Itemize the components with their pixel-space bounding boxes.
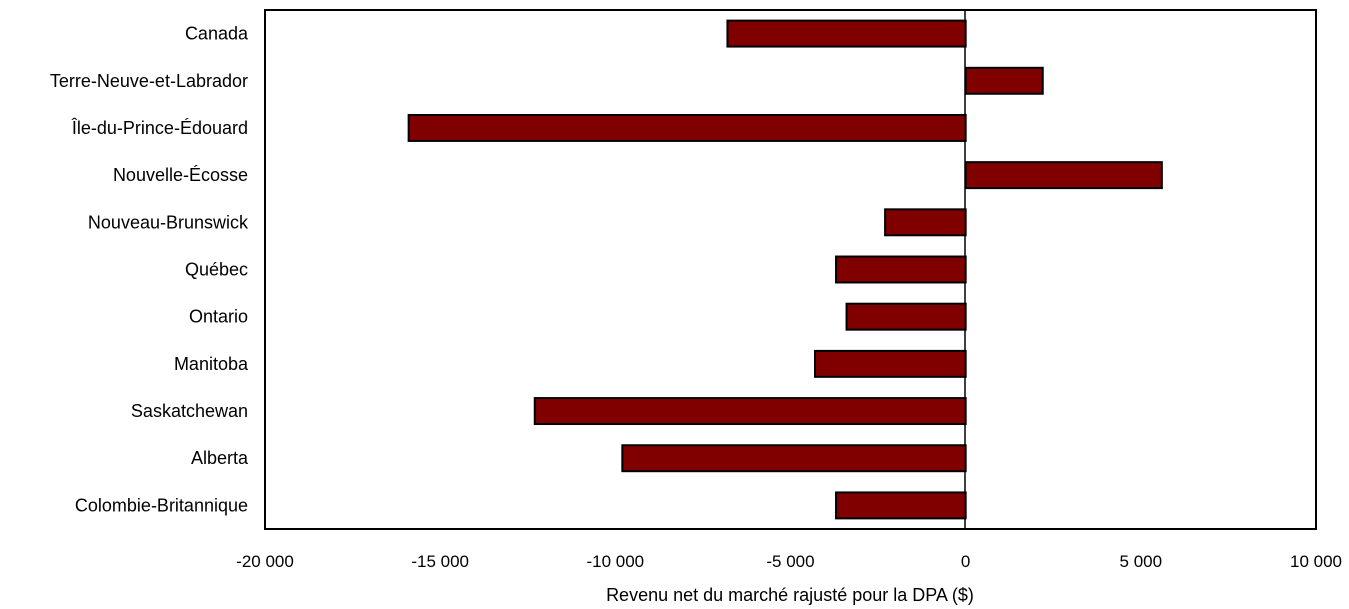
- bar-6: [845, 302, 967, 331]
- x-tick-label: 0: [961, 552, 970, 571]
- x-axis-ticks: -20 000 -15 000 -10 000 -5 000 0 5 000 10 000: [236, 552, 1342, 571]
- category-label: Canada: [185, 24, 249, 44]
- bar-10: [835, 491, 967, 520]
- category-label: Québec: [185, 260, 248, 280]
- x-tick-label: -5 000: [766, 552, 814, 571]
- bar-7: [814, 349, 967, 378]
- x-tick-label: -10 000: [586, 552, 644, 571]
- category-label: Alberta: [191, 448, 249, 468]
- bar-3: [964, 161, 1163, 190]
- category-label: Manitoba: [174, 354, 249, 374]
- bars-group: [407, 19, 1163, 520]
- x-tick-label: -15 000: [411, 552, 469, 571]
- category-label: Nouvelle-Écosse: [113, 165, 248, 185]
- bar-5: [835, 255, 967, 284]
- bar-0: [726, 19, 967, 48]
- x-axis-title: Revenu net du marché rajusté pour la DPA…: [606, 585, 974, 605]
- category-label: Saskatchewan: [131, 401, 248, 421]
- bar-1: [964, 66, 1044, 95]
- bar-9: [621, 444, 967, 473]
- category-label: Colombie-Britannique: [75, 495, 248, 515]
- plot-frame: [264, 9, 1317, 530]
- category-label: Nouveau-Brunswick: [88, 212, 249, 232]
- x-tick-label: 10 000: [1290, 552, 1342, 571]
- category-labels: Canada Terre-Neuve-et-Labrador Île-du-Prin…: [50, 24, 249, 516]
- bar-8: [533, 397, 967, 426]
- bar-4: [884, 208, 967, 237]
- category-label: Terre-Neuve-et-Labrador: [50, 71, 248, 91]
- x-tick-label: -20 000: [236, 552, 294, 571]
- bar-2: [407, 113, 967, 142]
- x-tick-label: 5 000: [1120, 552, 1163, 571]
- category-label: Île-du-Prince-Édouard: [71, 118, 248, 138]
- category-label: Ontario: [189, 307, 248, 327]
